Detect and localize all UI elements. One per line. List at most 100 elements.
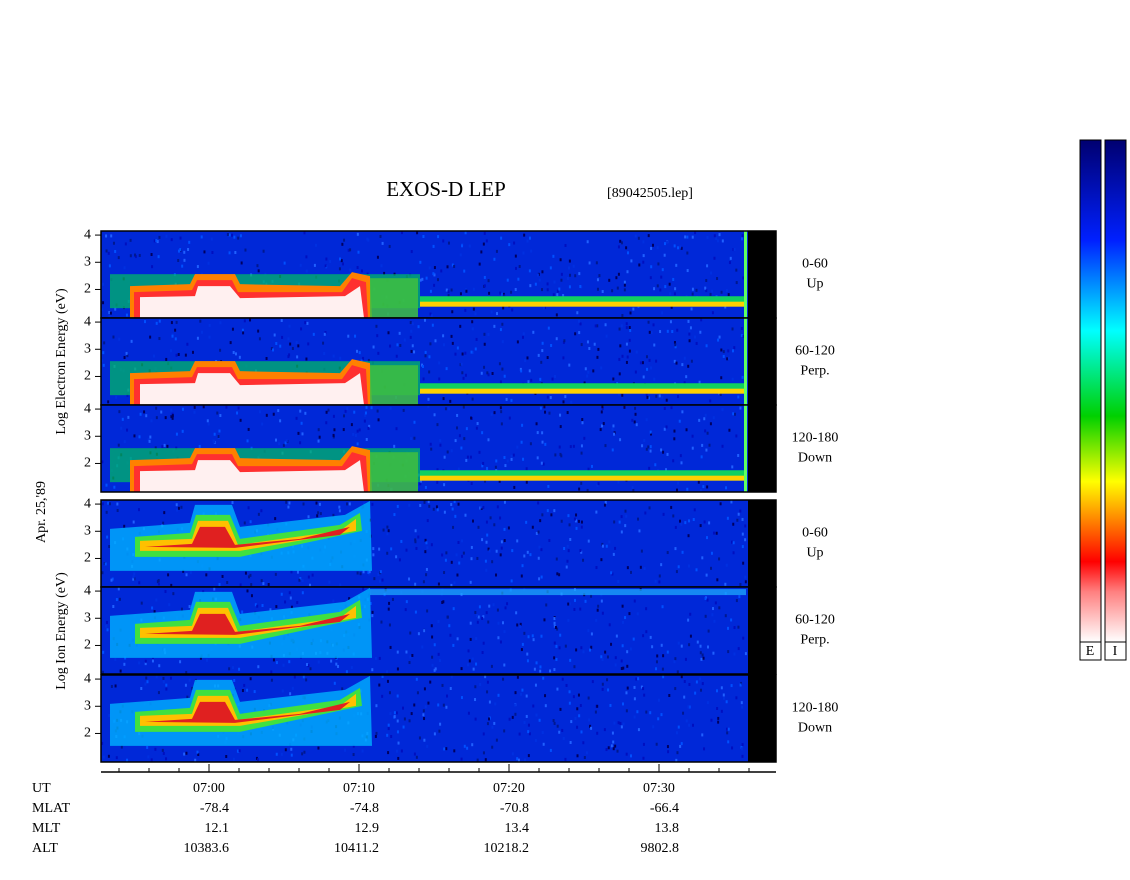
noise (375, 731, 378, 735)
noise (338, 509, 341, 513)
noise (494, 465, 497, 469)
noise (660, 643, 663, 647)
noise (474, 685, 477, 689)
noise (423, 687, 426, 691)
noise (398, 331, 401, 335)
noise (724, 305, 727, 309)
noise (486, 371, 489, 375)
noise (158, 235, 161, 239)
noise (672, 514, 675, 518)
noise (619, 239, 622, 243)
noise (305, 357, 308, 361)
noise (507, 526, 510, 530)
noise (656, 284, 659, 288)
noise (516, 445, 519, 449)
noise (594, 324, 597, 328)
noise (171, 334, 174, 338)
noise (257, 329, 260, 333)
noise (596, 355, 599, 359)
noise (137, 508, 140, 512)
noise (503, 527, 506, 531)
noise (539, 669, 542, 673)
noise (514, 266, 517, 270)
noise (352, 744, 355, 748)
noise (528, 369, 531, 373)
noise (409, 631, 412, 635)
noise (495, 573, 498, 577)
noise (721, 444, 724, 448)
noise (728, 428, 731, 432)
noise (399, 344, 402, 348)
noise (665, 468, 668, 472)
noise (439, 722, 442, 726)
noise (732, 412, 735, 416)
noise (540, 360, 543, 364)
noise (116, 502, 119, 506)
noise (395, 711, 398, 715)
noise (623, 280, 626, 284)
noise (305, 269, 308, 273)
noise (500, 540, 503, 544)
noise (102, 351, 105, 355)
noise (580, 520, 583, 524)
noise (430, 543, 433, 547)
noise (510, 290, 513, 294)
noise (553, 280, 556, 284)
noise (643, 567, 646, 571)
noise (196, 336, 199, 340)
noise (275, 342, 278, 346)
noise (564, 644, 567, 648)
noise (401, 231, 404, 235)
noise (562, 294, 565, 298)
noise (450, 502, 453, 506)
noise (703, 747, 706, 751)
noise (677, 565, 680, 569)
noise (568, 259, 571, 263)
noise (219, 348, 222, 352)
noise (241, 610, 244, 614)
noise (123, 440, 126, 444)
noise (232, 757, 235, 761)
noise (446, 450, 449, 454)
noise (467, 663, 470, 667)
noise (718, 335, 721, 339)
noise (504, 464, 507, 468)
noise (526, 550, 529, 554)
noise (480, 250, 483, 254)
noise (573, 598, 576, 602)
noise (527, 380, 530, 384)
noise (597, 347, 600, 351)
noise (715, 237, 718, 241)
noise (736, 518, 739, 522)
noise (695, 288, 698, 292)
noise (378, 683, 381, 687)
noise (162, 676, 165, 680)
noise (546, 509, 549, 513)
noise (339, 356, 342, 360)
noise (727, 626, 730, 630)
noise (439, 443, 442, 447)
noise (107, 400, 110, 404)
noise (547, 484, 550, 488)
noise (701, 443, 704, 447)
noise (482, 615, 485, 619)
noise (471, 743, 474, 747)
noise (115, 756, 118, 760)
noise (488, 717, 491, 721)
noise (383, 271, 386, 275)
noise (464, 308, 467, 312)
noise (573, 517, 576, 521)
direction-label: Up (806, 277, 823, 292)
noise (641, 444, 644, 448)
noise (495, 549, 498, 553)
noise (620, 530, 623, 534)
y-tick-label: 4 (84, 671, 91, 686)
noise (429, 680, 432, 684)
noise (464, 231, 467, 235)
noise (658, 394, 661, 398)
noise (274, 517, 277, 521)
noise (380, 264, 383, 268)
noise (560, 454, 563, 458)
noise (495, 249, 498, 253)
noise (675, 570, 678, 574)
